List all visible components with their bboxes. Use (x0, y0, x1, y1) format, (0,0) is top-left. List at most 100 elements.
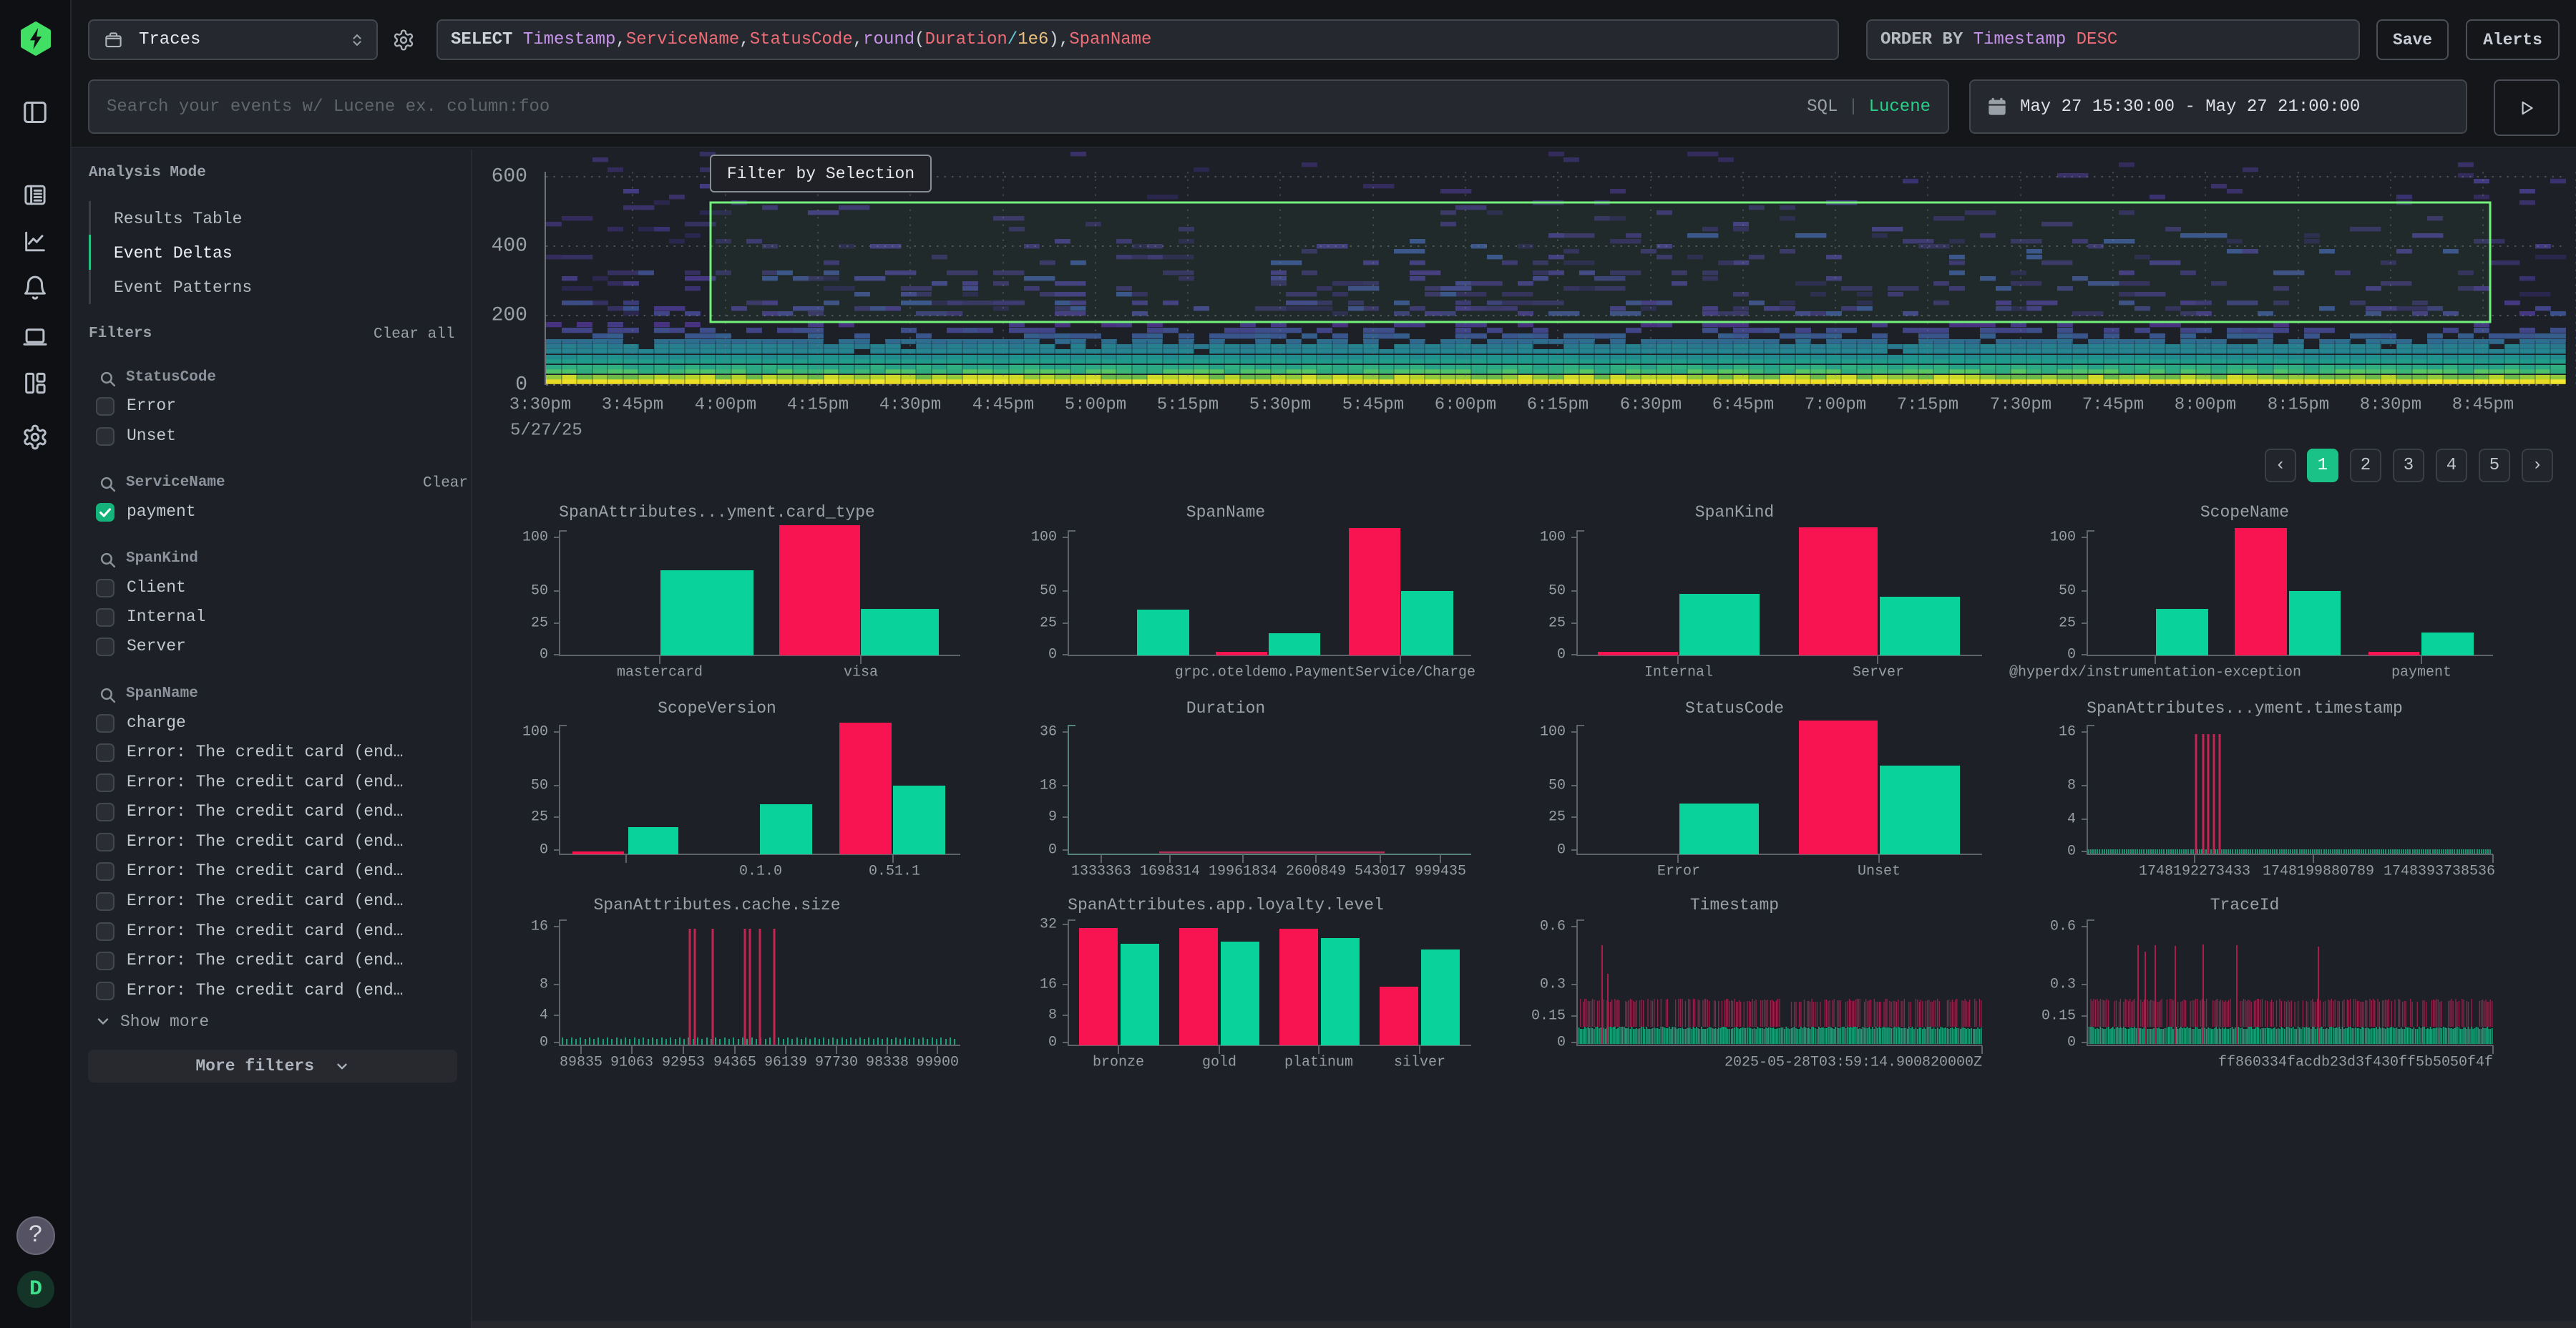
svg-text:100: 100 (522, 724, 548, 741)
svg-text:96139: 96139 (764, 1055, 807, 1071)
svg-text:1748393738536: 1748393738536 (2384, 864, 2495, 880)
svg-text:25: 25 (1548, 809, 1566, 826)
svg-text:mastercard: mastercard (617, 665, 703, 681)
svg-text:100: 100 (1540, 529, 1566, 546)
svg-text:36: 36 (1040, 724, 1057, 741)
svg-text:ff860334facdb23d3f430ff5b5050f: ff860334facdb23d3f430ff5b5050f4f (2218, 1055, 2493, 1071)
svg-text:8:45pm: 8:45pm (2452, 396, 2514, 415)
svg-text:0.3: 0.3 (1540, 977, 1566, 993)
svg-text:7:45pm: 7:45pm (2082, 396, 2144, 415)
svg-text:silver: silver (1394, 1055, 1445, 1071)
svg-text:SpanAttributes.cache.size: SpanAttributes.cache.size (593, 896, 840, 914)
svg-text:25: 25 (1548, 615, 1566, 632)
svg-text:Error: Error (1657, 864, 1700, 880)
svg-text:999435: 999435 (1415, 864, 1466, 880)
svg-text:200: 200 (492, 305, 527, 327)
svg-text:visa: visa (844, 665, 878, 681)
svg-text:gold: gold (1202, 1055, 1236, 1071)
svg-text:16: 16 (1040, 977, 1057, 993)
svg-text:0: 0 (1557, 1035, 1566, 1051)
svg-text:4:30pm: 4:30pm (879, 396, 941, 415)
svg-text:4: 4 (540, 1007, 548, 1024)
svg-text:0.1.0: 0.1.0 (739, 864, 782, 880)
svg-text:100: 100 (2050, 529, 2076, 546)
svg-text:6:00pm: 6:00pm (1435, 396, 1496, 415)
svg-text:97730: 97730 (815, 1055, 858, 1071)
svg-text:50: 50 (531, 778, 548, 794)
svg-text:0.51.1: 0.51.1 (869, 864, 920, 880)
svg-text:600: 600 (492, 166, 527, 188)
svg-text:400: 400 (492, 235, 527, 258)
svg-text:16: 16 (531, 919, 548, 935)
svg-text:25: 25 (2059, 615, 2076, 632)
svg-text:0.15: 0.15 (2041, 1008, 2076, 1025)
svg-text:8: 8 (540, 977, 548, 993)
svg-text:0.3: 0.3 (2050, 977, 2076, 993)
svg-text:SpanAttributes...yment.card_ty: SpanAttributes...yment.card_type (559, 503, 875, 522)
svg-text:4:00pm: 4:00pm (695, 396, 756, 415)
svg-text:0: 0 (2067, 844, 2076, 860)
svg-text:0: 0 (540, 647, 548, 663)
svg-text:Timestamp: Timestamp (1690, 896, 1779, 914)
svg-text:0: 0 (1557, 842, 1566, 859)
svg-text:7:30pm: 7:30pm (1990, 396, 2051, 415)
svg-text:0: 0 (515, 374, 527, 396)
svg-text:payment: payment (2391, 665, 2451, 681)
svg-text:0: 0 (1048, 1035, 1057, 1051)
svg-text:50: 50 (531, 583, 548, 600)
svg-text:5:45pm: 5:45pm (1342, 396, 1404, 415)
svg-text:0: 0 (540, 842, 548, 859)
svg-text:1748199880789: 1748199880789 (2263, 864, 2374, 880)
svg-text:7:15pm: 7:15pm (1897, 396, 1958, 415)
svg-text:5:00pm: 5:00pm (1065, 396, 1126, 415)
svg-text:100: 100 (522, 529, 548, 546)
svg-text:25: 25 (531, 809, 548, 826)
svg-text:SpanAttributes...yment.timesta: SpanAttributes...yment.timestamp (2087, 699, 2403, 718)
svg-text:8: 8 (2067, 778, 2076, 794)
svg-text:grpc.oteldemo.PaymentService/C: grpc.oteldemo.PaymentService/Charge (1175, 665, 1475, 681)
svg-text:50: 50 (1040, 583, 1057, 600)
svg-text:4:45pm: 4:45pm (972, 396, 1034, 415)
svg-text:0: 0 (2067, 647, 2076, 663)
svg-text:25: 25 (1040, 615, 1057, 632)
svg-text:0: 0 (540, 1035, 548, 1051)
svg-text:ScopeVersion: ScopeVersion (658, 699, 776, 718)
svg-text:8:15pm: 8:15pm (2268, 396, 2329, 415)
svg-text:0.6: 0.6 (1540, 919, 1566, 935)
svg-text:2025-05-28T03:59:14.900820000Z: 2025-05-28T03:59:14.900820000Z (1724, 1055, 1982, 1071)
svg-text:6:15pm: 6:15pm (1527, 396, 1589, 415)
svg-text:99900: 99900 (916, 1055, 959, 1071)
svg-text:100: 100 (1540, 724, 1566, 741)
svg-text:1698314: 1698314 (1140, 864, 1200, 880)
svg-text:Unset: Unset (1858, 864, 1901, 880)
svg-text:SpanAttributes.app.loyalty.lev: SpanAttributes.app.loyalty.level (1068, 896, 1384, 914)
svg-text:100: 100 (1031, 529, 1057, 546)
svg-text:4:15pm: 4:15pm (787, 396, 849, 415)
svg-text:98338: 98338 (866, 1055, 909, 1071)
svg-text:89835: 89835 (560, 1055, 602, 1071)
svg-text:6:30pm: 6:30pm (1620, 396, 1682, 415)
svg-text:1333363: 1333363 (1071, 864, 1131, 880)
svg-text:7:00pm: 7:00pm (1805, 396, 1866, 415)
svg-text:0: 0 (1557, 647, 1566, 663)
svg-text:0.15: 0.15 (1531, 1008, 1566, 1025)
svg-text:0: 0 (1048, 647, 1057, 663)
svg-text:16: 16 (2059, 724, 2076, 741)
svg-text:Server: Server (1853, 665, 1904, 681)
svg-text:5:30pm: 5:30pm (1249, 396, 1311, 415)
svg-text:SpanKind: SpanKind (1695, 503, 1774, 522)
svg-text:0.6: 0.6 (2050, 919, 2076, 935)
svg-text:0: 0 (1048, 842, 1057, 859)
svg-text:bronze: bronze (1093, 1055, 1144, 1071)
svg-text:4: 4 (2067, 811, 2076, 828)
svg-text:18: 18 (1040, 778, 1057, 794)
svg-text:5/27/25: 5/27/25 (510, 421, 582, 441)
svg-text:3:45pm: 3:45pm (602, 396, 663, 415)
svg-text:25: 25 (531, 615, 548, 632)
svg-text:1748192273433: 1748192273433 (2139, 864, 2250, 880)
svg-text:94365: 94365 (713, 1055, 756, 1071)
svg-text:StatusCode: StatusCode (1685, 699, 1784, 718)
svg-text:TraceId: TraceId (2210, 896, 2280, 914)
svg-text:32: 32 (1040, 917, 1057, 933)
svg-text:Internal: Internal (1644, 665, 1713, 681)
